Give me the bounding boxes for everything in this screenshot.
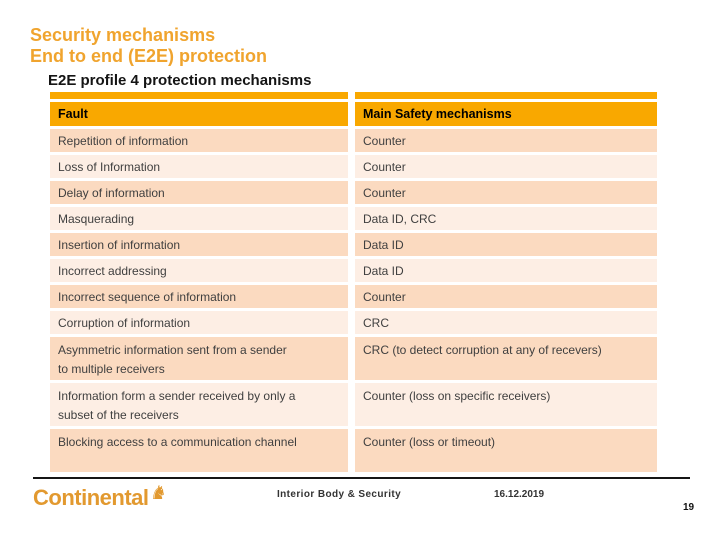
- page-title-line1: Security mechanisms: [30, 25, 216, 45]
- column-header-mechanisms: Main Safety mechanisms: [355, 102, 657, 126]
- page-title-line2: End to end (E2E) protection: [30, 46, 267, 66]
- table-cell-fault: Loss of Information: [50, 155, 348, 178]
- table-cell-fault: Repetition of information: [50, 129, 348, 152]
- table-cell-mechanism: Counter: [355, 285, 657, 308]
- page-number: 19: [683, 502, 695, 513]
- protection-table: Fault Main Safety mechanisms Repetition …: [50, 92, 657, 472]
- table-caption: E2E profile 4 protection mechanisms: [48, 72, 312, 89]
- footer-date: 16.12.2019: [494, 489, 545, 500]
- table-cell-mechanism: Counter (loss or timeout): [355, 429, 657, 472]
- table-top-band-left: [50, 92, 348, 99]
- table-cell-mechanism: Counter: [355, 155, 657, 178]
- continental-horse-icon: ♞: [149, 482, 167, 504]
- page-title: Security mechanisms End to end (E2E) pro…: [30, 25, 267, 67]
- table-cell-fault: Corruption of information: [50, 311, 348, 334]
- table-cell-mechanism: Data ID, CRC: [355, 207, 657, 230]
- table-cell-fault: Incorrect addressing: [50, 259, 348, 282]
- table-cell-fault: Blocking access to a communication chann…: [50, 429, 348, 472]
- table-cell-mechanism: CRC: [355, 311, 657, 334]
- table-cell-mechanism: Counter: [355, 181, 657, 204]
- table-cell-fault: Incorrect sequence of information: [50, 285, 348, 308]
- column-header-fault: Fault: [50, 102, 348, 126]
- table-cell-mechanism: Data ID: [355, 259, 657, 282]
- table-cell-fault: Insertion of information: [50, 233, 348, 256]
- table-cell-mechanism: Data ID: [355, 233, 657, 256]
- continental-logo: Continental ♞: [33, 482, 167, 510]
- table-cell-mechanism: Counter (loss on specific receivers): [355, 383, 657, 426]
- footer-divider: [33, 477, 690, 479]
- table-cell-mechanism: Counter: [355, 129, 657, 152]
- table-top-band-right: [355, 92, 657, 99]
- table-cell-fault: Information form a sender received by on…: [50, 383, 348, 426]
- table-cell-fault: Delay of information: [50, 181, 348, 204]
- table-cell-mechanism: CRC (to detect corruption at any of rece…: [355, 337, 657, 380]
- footer-department: Interior Body & Security: [277, 489, 402, 500]
- table-cell-fault: Asymmetric information sent from a sende…: [50, 337, 348, 380]
- continental-logo-text: Continental: [33, 485, 149, 510]
- table-cell-fault: Masquerading: [50, 207, 348, 230]
